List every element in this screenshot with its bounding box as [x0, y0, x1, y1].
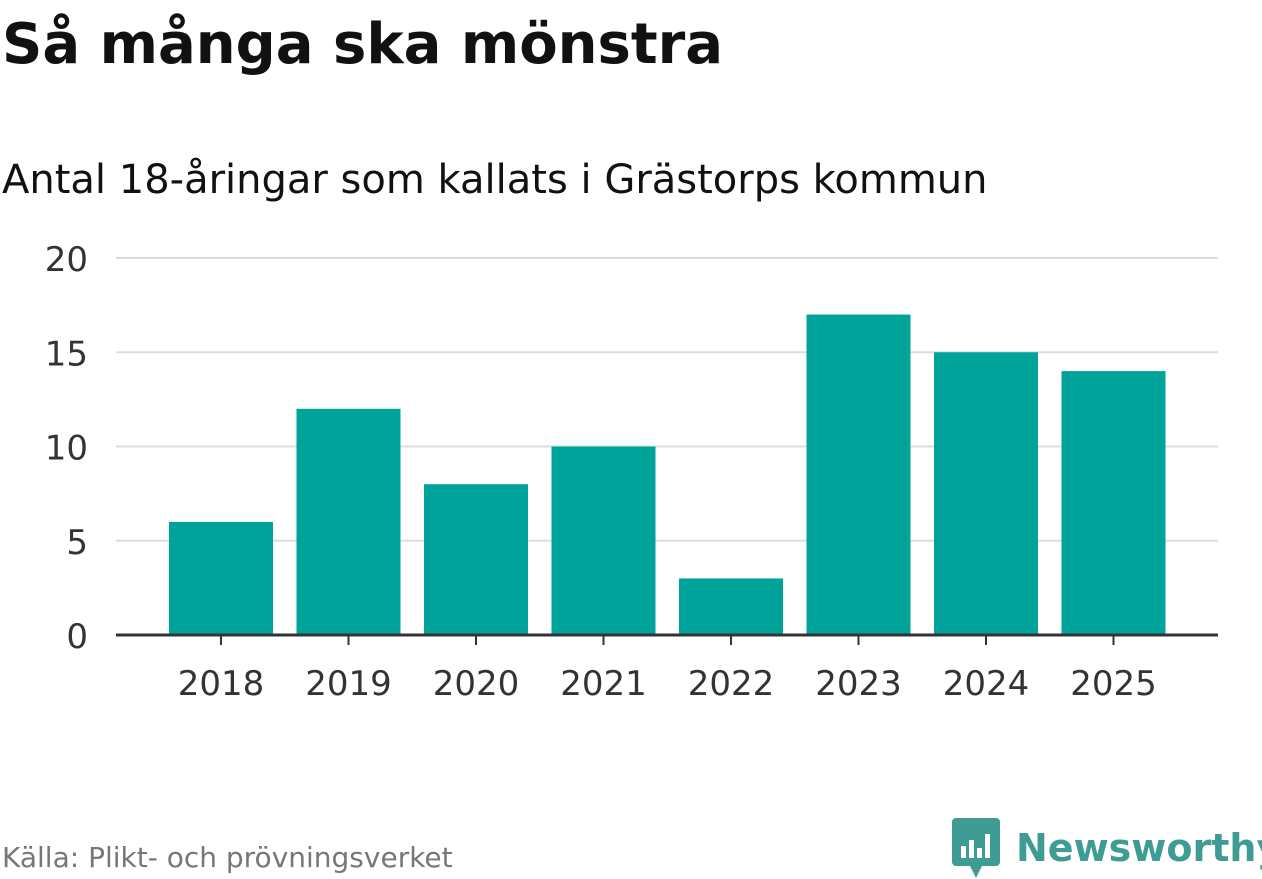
x-tick-label: 2021	[560, 664, 647, 704]
x-tick-label: 2018	[178, 664, 265, 704]
bar	[934, 352, 1038, 635]
brand-name: Newsworthy	[1016, 826, 1262, 870]
x-tick-label: 2019	[305, 664, 392, 704]
y-tick-label: 10	[45, 429, 88, 469]
brand-logo: Newsworthy	[952, 818, 1262, 878]
y-tick-label: 5	[66, 523, 88, 563]
x-tick-label: 2023	[815, 664, 902, 704]
newsworthy-logo-icon	[952, 818, 1000, 878]
bar	[806, 314, 911, 635]
y-tick-label: 20	[45, 240, 88, 280]
y-tick-label: 0	[66, 617, 88, 657]
chart-title: Så många ska mönstra	[2, 12, 724, 77]
bar	[296, 408, 401, 635]
x-tick-label: 2022	[688, 664, 775, 704]
bar	[1061, 371, 1166, 635]
bar	[679, 578, 783, 635]
chart-subtitle: Antal 18-åringar som kallats i Grästorps…	[2, 157, 988, 203]
bar	[169, 521, 273, 635]
bar	[551, 446, 656, 635]
bar-chart: 0 5 10 15 20 2018 2019 2020 2021 2022 2023 2024 2025	[45, 240, 1218, 704]
x-tick-label: 2025	[1070, 664, 1157, 704]
x-tick-label: 2024	[943, 664, 1030, 704]
y-tick-label: 15	[45, 334, 88, 374]
x-tick-label: 2020	[433, 664, 520, 704]
bar	[424, 484, 528, 635]
source-note: Källa: Plikt- och prövningsverket	[2, 841, 453, 874]
